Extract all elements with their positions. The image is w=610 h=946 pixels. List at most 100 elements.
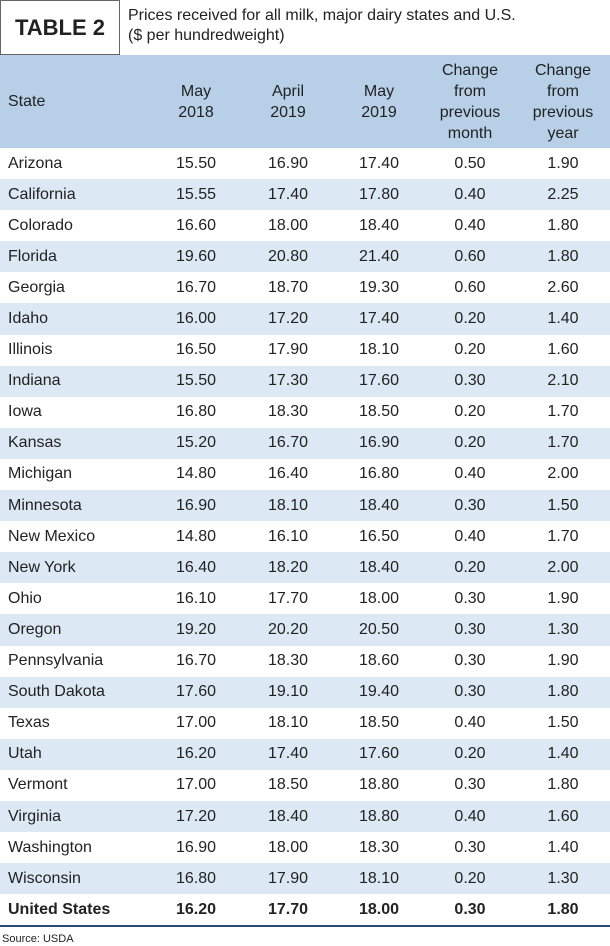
value-cell: 18.40 xyxy=(358,216,400,234)
table-row: Arizona 15.50 16.90 17.40 0.50 1.90 xyxy=(0,148,610,179)
column-header: Change from previous year xyxy=(516,55,610,148)
value-cell: 1.30 xyxy=(516,863,610,895)
table-row: Michigan 14.80 16.40 16.80 0.40 2.00 xyxy=(0,459,610,490)
value-cell: 17.40 xyxy=(242,738,334,770)
value-cell: 0.60 xyxy=(424,241,516,273)
value-cell: 19.60 xyxy=(150,241,242,273)
value-cell: 1.80 xyxy=(516,676,610,708)
state-cell: Georgia xyxy=(8,278,65,296)
value-cell: 14.80 xyxy=(175,527,217,545)
value-cell: 0.40 xyxy=(454,527,486,545)
state-cell: Florida xyxy=(0,241,150,273)
value-cell: 17.80 xyxy=(334,179,424,211)
value-cell: 16.70 xyxy=(175,652,217,670)
table-row: Oregon 19.20 20.20 20.50 0.30 1.30 xyxy=(0,614,610,646)
value-cell: 18.70 xyxy=(267,278,309,296)
header-line: 2019 xyxy=(361,103,397,121)
value-cell: 1.40 xyxy=(516,738,610,770)
value-cell: 16.50 xyxy=(358,527,400,545)
value-cell: 17.20 xyxy=(150,800,242,833)
value-cell: 17.70 xyxy=(267,589,309,607)
value-cell: 16.60 xyxy=(175,216,217,234)
table-row: Virginia 17.20 18.40 18.80 0.40 1.60 xyxy=(0,800,610,833)
state-cell: California xyxy=(0,179,150,211)
value-cell: 16.40 xyxy=(267,465,309,483)
value-cell: 18.30 xyxy=(267,652,309,670)
value-cell: 18.10 xyxy=(358,341,400,359)
header-line: previous xyxy=(439,103,501,121)
value-cell: 0.40 xyxy=(454,714,486,732)
value-cell: 20.80 xyxy=(242,241,334,273)
value-cell: 18.80 xyxy=(358,776,400,794)
value-cell: 1.30 xyxy=(516,614,610,646)
value-cell: 1.90 xyxy=(547,589,579,607)
value-cell: 17.60 xyxy=(334,738,424,770)
state-cell: Michigan xyxy=(8,465,73,483)
value-cell: 0.30 xyxy=(424,365,516,397)
value-cell: 2.60 xyxy=(547,278,579,296)
value-cell: 0.40 xyxy=(454,465,486,483)
table-row: South Dakota 17.60 19.10 19.40 0.30 1.80 xyxy=(0,676,610,708)
state-cell: New Mexico xyxy=(8,527,96,545)
value-cell: 1.40 xyxy=(516,303,610,335)
table-row: Idaho 16.00 17.20 17.40 0.20 1.40 xyxy=(0,303,610,335)
value-cell: 16.90 xyxy=(150,490,242,522)
state-cell: Indiana xyxy=(0,365,150,397)
value-cell: 1.50 xyxy=(547,714,579,732)
state-cell: Utah xyxy=(0,738,150,770)
state-cell: Illinois xyxy=(8,341,53,359)
table-row: Ohio 16.10 17.70 18.00 0.30 1.90 xyxy=(0,583,610,614)
value-cell: 18.10 xyxy=(334,863,424,895)
value-cell: 1.80 xyxy=(516,894,610,928)
value-cell: 16.80 xyxy=(358,465,400,483)
state-cell: Arizona xyxy=(8,154,63,172)
table-row: United States 16.20 17.70 18.00 0.30 1.80 xyxy=(0,894,610,928)
state-cell: Ohio xyxy=(8,589,42,607)
value-cell: 1.40 xyxy=(547,838,579,856)
table-row: New Mexico 14.80 16.10 16.50 0.40 1.70 xyxy=(0,521,610,552)
value-cell: 21.40 xyxy=(334,241,424,273)
table-row: Georgia 16.70 18.70 19.30 0.60 2.60 xyxy=(0,272,610,303)
header-row: State May 2018 April 2019 May 2019 Change from pr… xyxy=(0,55,610,148)
column-header: April 2019 xyxy=(242,55,334,148)
caption: Prices received for all milk, major dair… xyxy=(128,6,516,46)
header-line: 2018 xyxy=(178,103,214,121)
value-cell: 2.25 xyxy=(516,179,610,211)
header-line: State xyxy=(8,93,46,110)
value-cell: 16.80 xyxy=(175,403,217,421)
value-cell: 0.20 xyxy=(424,303,516,335)
value-cell: 0.20 xyxy=(454,403,486,421)
header-line: April xyxy=(271,82,304,100)
value-cell: 1.50 xyxy=(516,490,610,522)
value-cell: 0.60 xyxy=(454,278,486,296)
table-row: Florida 19.60 20.80 21.40 0.60 1.80 xyxy=(0,241,610,273)
header-line: month xyxy=(447,124,493,142)
table-row: Vermont 17.00 18.50 18.80 0.30 1.80 xyxy=(0,770,610,801)
state-cell: Idaho xyxy=(0,303,150,335)
value-cell: 1.60 xyxy=(547,341,579,359)
table-label: TABLE 2 xyxy=(0,0,120,55)
value-cell: 0.20 xyxy=(454,341,486,359)
title-bar: TABLE 2 Prices received for all milk, ma… xyxy=(0,0,610,55)
header-line: previous xyxy=(532,103,594,121)
value-cell: 17.40 xyxy=(242,179,334,211)
value-cell: 20.50 xyxy=(334,614,424,646)
table-row: Colorado 16.60 18.00 18.40 0.40 1.80 xyxy=(0,210,610,241)
table-row: California 15.55 17.40 17.80 0.40 2.25 xyxy=(0,179,610,211)
table-row: Kansas 15.20 16.70 16.90 0.20 1.70 xyxy=(0,427,610,459)
state-cell: Oregon xyxy=(0,614,150,646)
value-cell: 19.20 xyxy=(150,614,242,646)
value-cell: 17.60 xyxy=(334,365,424,397)
state-cell: Wisconsin xyxy=(0,863,150,895)
value-cell: 16.10 xyxy=(175,589,217,607)
value-cell: 18.30 xyxy=(267,403,309,421)
state-cell: Texas xyxy=(8,714,50,732)
table-row: Utah 16.20 17.40 17.60 0.20 1.40 xyxy=(0,738,610,770)
value-cell: 17.00 xyxy=(175,776,217,794)
value-cell: 18.40 xyxy=(242,800,334,833)
state-cell: Iowa xyxy=(8,403,42,421)
column-header: May 2018 xyxy=(150,55,242,148)
value-cell: 18.10 xyxy=(267,714,309,732)
value-cell: 18.50 xyxy=(267,776,309,794)
